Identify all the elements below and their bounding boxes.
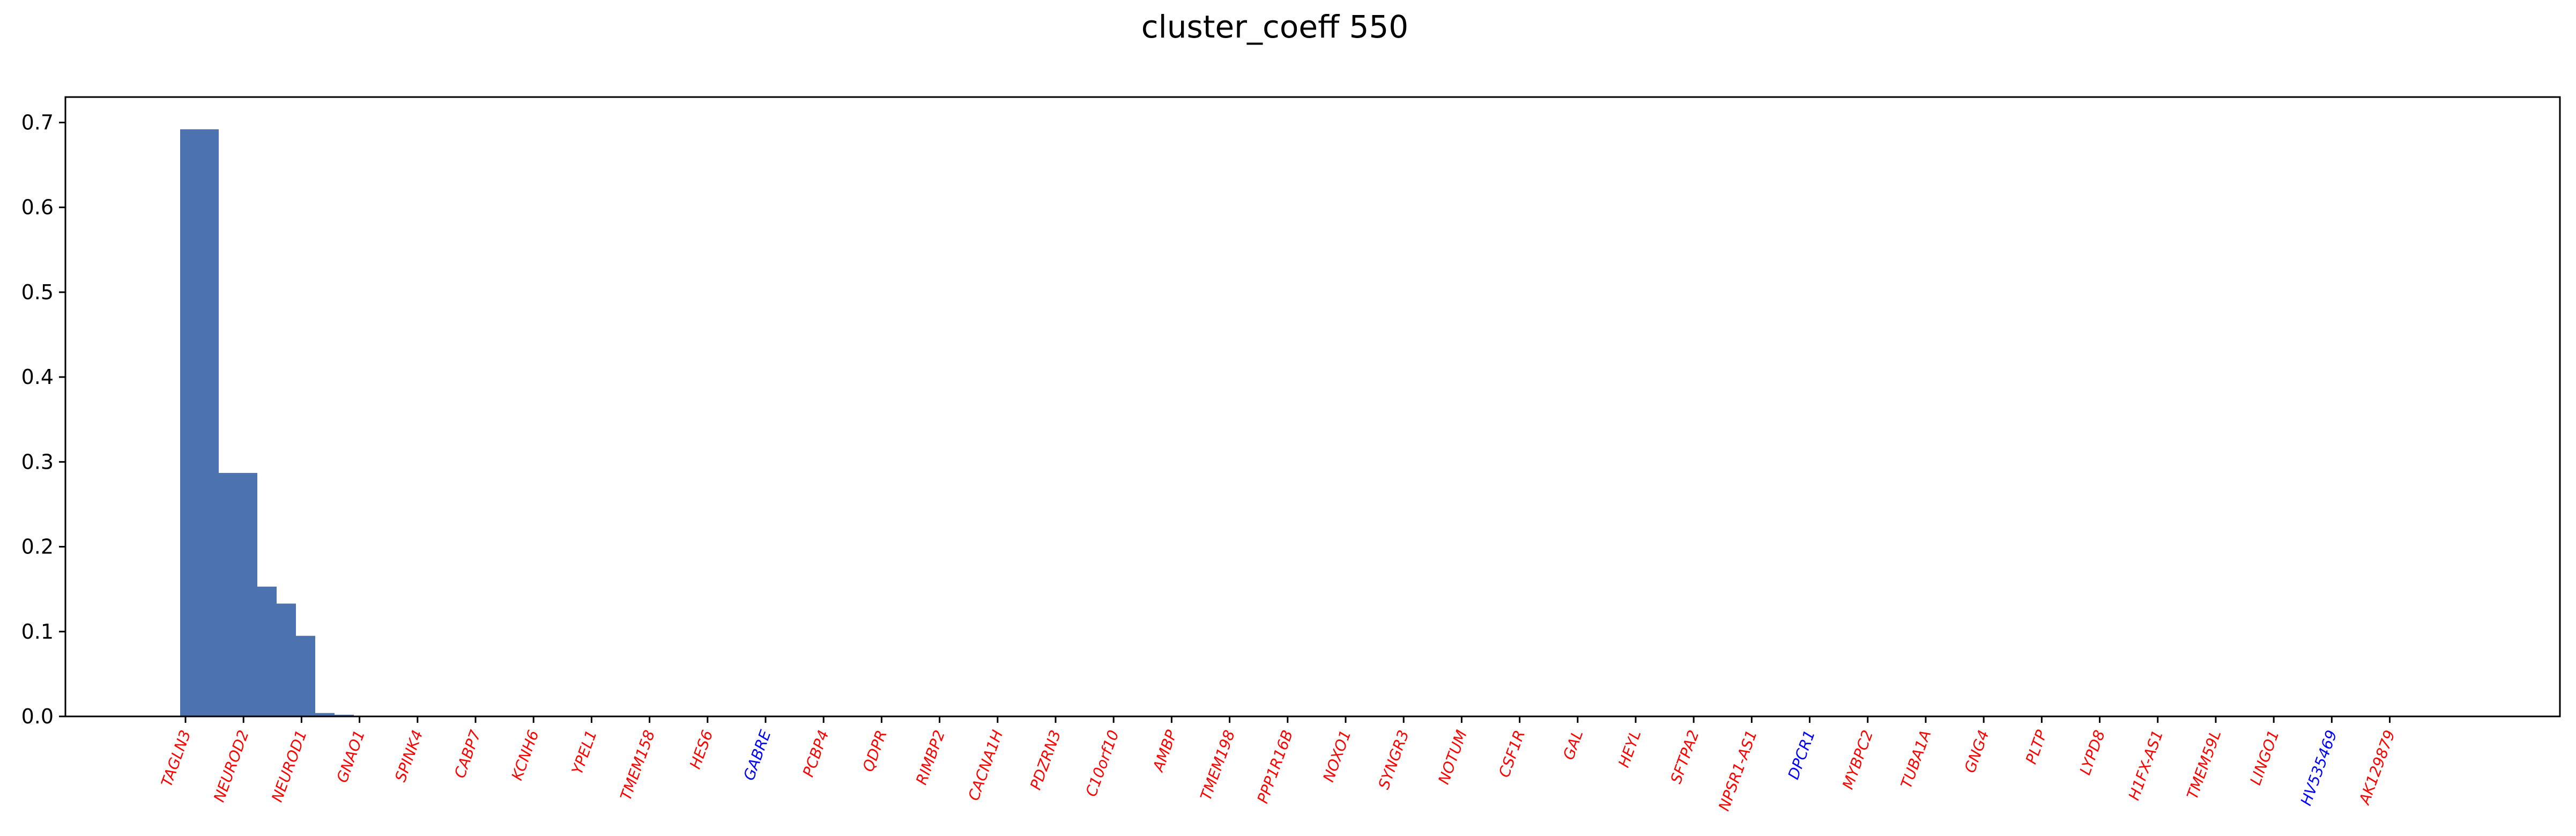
y-tick-label: 0.3 [21,450,54,474]
x-tick-label: NOXO1 [1319,728,1354,785]
x-tick-label: KCNH6 [508,728,543,782]
chart-title: cluster_coeff 550 [1141,9,1408,45]
bar [238,472,257,716]
x-tick-label: HES6 [686,728,716,771]
y-tick-label: 0.6 [21,196,54,219]
bar [219,472,238,716]
bar [199,129,219,716]
x-tick-label: SPINK4 [391,728,426,784]
x-tick-label: NEUROD2 [210,728,253,804]
x-tick-label: CACNA1H [964,728,1006,803]
y-tick-label: 0.4 [21,365,54,389]
y-axis: 0.0 0.1 0.2 0.3 0.4 0.5 0.6 0.7 [21,110,65,728]
x-tick-label: HV535469 [2297,728,2341,808]
x-tick-label: H1FX-AS1 [2125,728,2167,802]
bars [180,129,354,716]
x-tick-label: TAGLN3 [158,728,195,789]
x-tick-label: TMEM158 [617,728,658,803]
bar [296,635,315,716]
bar [180,129,199,716]
bar [315,713,335,716]
x-tick-label: CSF1R [1495,728,1528,780]
x-tick-label: PCBP4 [799,728,833,779]
x-tick-label: GNG4 [1961,728,1993,775]
x-tick-label: TMEM59L [2184,728,2225,802]
x-axis: TAGLN3 NEUROD2 NEUROD1 GNAO1 SPINK4 CABP7 KCNH… [158,716,2399,813]
y-tick-label: 0.2 [21,535,54,559]
x-tick-label: NEUROD1 [268,728,310,804]
x-tick-label: PLTP [2022,728,2051,766]
x-tick-label: LYPD8 [2076,728,2109,777]
x-tick-label: RIMBP2 [912,728,948,787]
y-tick-label: 0.0 [21,705,54,728]
x-tick-label: QDPR [859,728,890,774]
x-tick-label: PDZRN3 [1027,728,1065,792]
bar [277,603,296,716]
x-tick-label: CABP7 [451,728,485,780]
x-tick-label: GAL [1560,728,1586,762]
x-tick-label: HEYL [1615,728,1644,770]
x-tick-label: DPCR1 [1785,728,1819,782]
x-tick-label: PPP1R16B [1254,728,1297,805]
bar [257,586,277,716]
bar [335,714,354,716]
x-tick-label: YPEL1 [568,728,600,776]
x-tick-label: TUBA1A [1897,728,1935,790]
plot-frame [64,96,2561,717]
x-tick-label: NPSR1-AS1 [1715,728,1761,813]
x-tick-label: SFTPA2 [1667,728,1702,786]
x-tick-label: AMBP [1149,728,1181,775]
x-tick-label: C10orf10 [1082,728,1123,799]
y-tick-label: 0.1 [21,620,54,643]
y-tick-label: 0.7 [21,110,54,134]
x-tick-label: LINGO1 [2246,728,2282,787]
x-tick-label: GABRE [740,728,774,783]
y-tick-label: 0.5 [21,280,54,304]
x-tick-label: GNAO1 [333,728,368,785]
x-tick-label: AK129879 [2355,728,2399,808]
x-tick-label: SYNGR3 [1375,728,1413,791]
x-tick-label: MYBPC2 [1839,728,1876,791]
x-tick-label: TMEM198 [1197,728,1238,803]
x-tick-label: NOTUM [1435,728,1471,787]
